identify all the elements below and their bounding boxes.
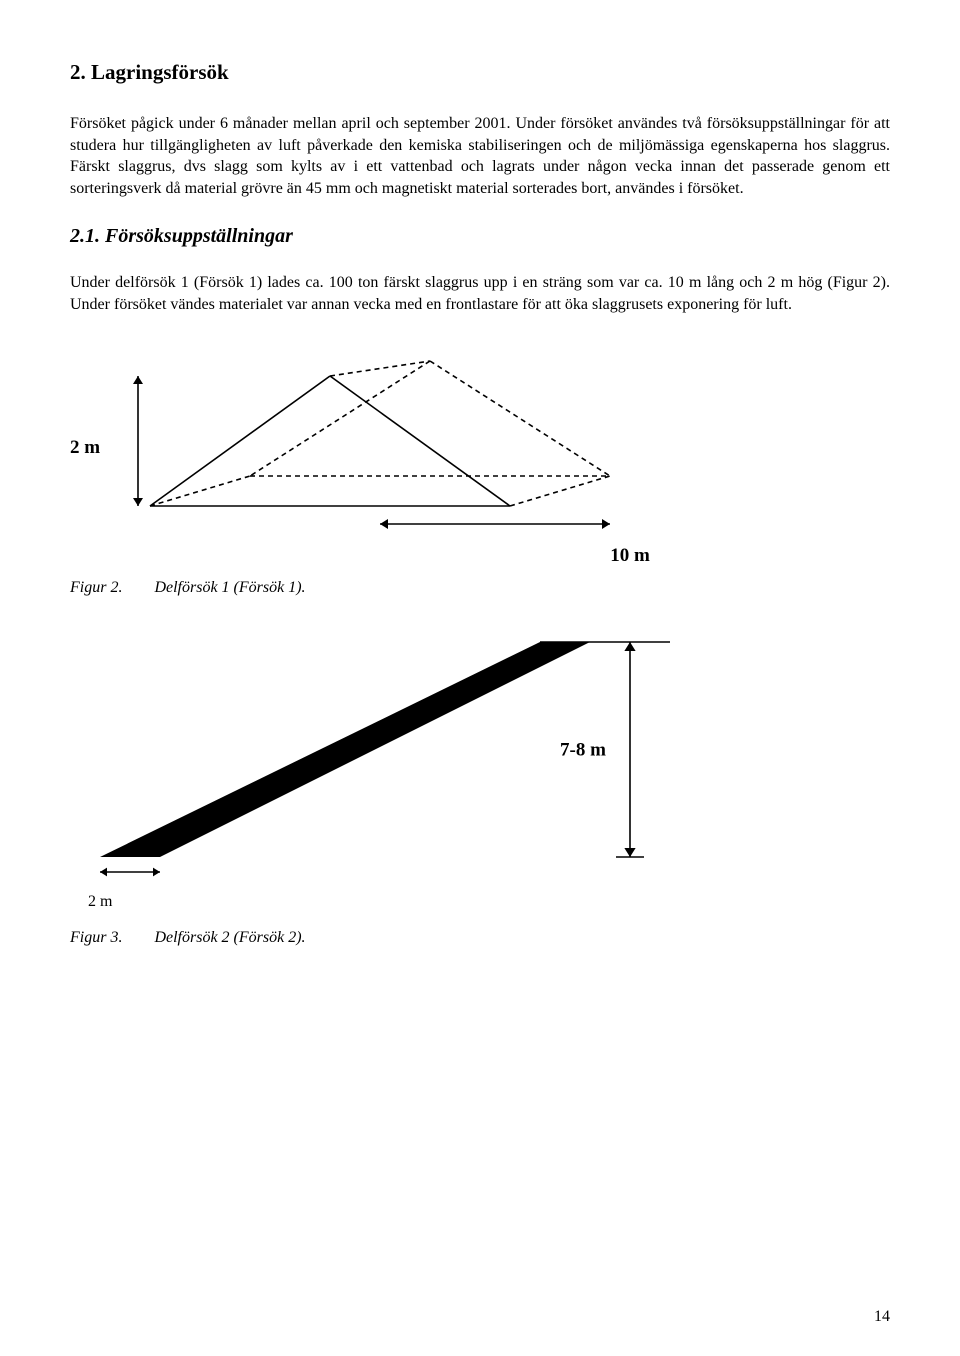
fig2-height-label: 2 m [70,437,130,459]
figure-2-diagram [130,356,650,541]
svg-text:7-8 m: 7-8 m [560,739,606,760]
fig3-base-label: 2 m [88,893,890,911]
figure-2-desc: Delförsök 1 (Försök 1). [154,579,305,596]
paragraph-intro: Försöket pågick under 6 månader mellan a… [70,113,890,199]
figure-2-block: 2 m 10 m Figur 2. Delförsök 1 (Försök 1)… [70,356,890,597]
heading-sub: 2.1. Försöksuppställningar [70,225,890,248]
heading-main: 2. Lagringsförsök [70,60,890,85]
figure-3-caption: Figur 3. Delförsök 2 (Försök 2). [70,929,890,947]
figure-2-number: Figur 2. [70,579,122,596]
figure-3-block: 7-8 m 2 m Figur 3. Delförsök 2 (Försök 2… [70,627,890,947]
figure-3-diagram: 7-8 m [70,627,710,887]
paragraph-setup: Under delförsök 1 (Försök 1) lades ca. 1… [70,272,890,315]
figure-3-number: Figur 3. [70,929,122,946]
figure-3-desc: Delförsök 2 (Försök 2). [154,929,305,946]
page-number: 14 [874,1308,890,1326]
figure-2-caption: Figur 2. Delförsök 1 (Försök 1). [70,579,890,597]
fig2-length-label: 10 m [370,545,890,567]
